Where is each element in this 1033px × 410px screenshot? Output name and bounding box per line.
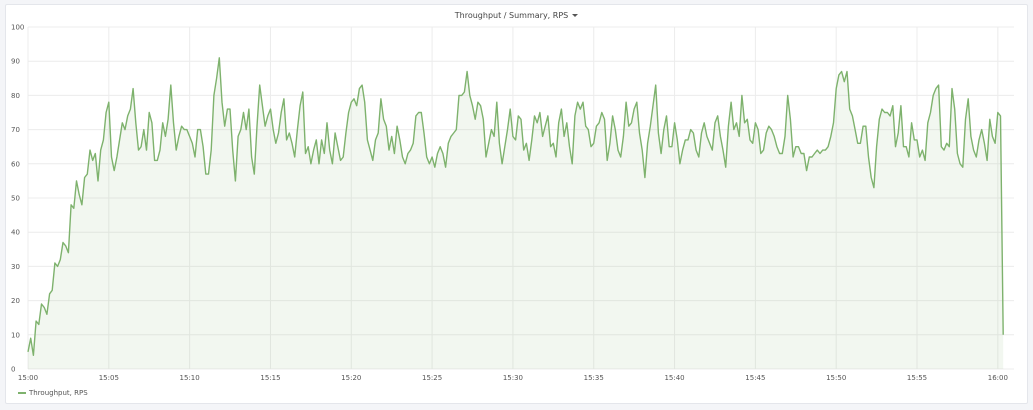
chevron-down-icon[interactable] bbox=[572, 14, 579, 17]
chart-panel: Throughput / Summary, RPS 0 10 20 30 40 50 60 7… bbox=[5, 4, 1028, 404]
x-tick-label: 15:35 bbox=[584, 374, 604, 382]
y-tick-label: 50 bbox=[11, 195, 20, 203]
x-tick-label: 15:05 bbox=[99, 374, 119, 382]
y-tick-label: 0 bbox=[11, 366, 15, 374]
y-tick-label: 90 bbox=[11, 58, 20, 66]
grid bbox=[27, 26, 1014, 370]
y-tick-label: 30 bbox=[11, 263, 20, 271]
y-tick-label: 40 bbox=[11, 229, 20, 237]
x-tick-label: 15:20 bbox=[341, 374, 361, 382]
x-tick-label: 15:50 bbox=[826, 374, 846, 382]
x-tick-label: 15:10 bbox=[180, 374, 200, 382]
x-tick-label: 15:40 bbox=[664, 374, 684, 382]
y-tick-label: 10 bbox=[11, 331, 20, 339]
y-tick-label: 100 bbox=[11, 24, 24, 32]
y-tick-label: 20 bbox=[11, 297, 20, 305]
y-tick-label: 80 bbox=[11, 92, 20, 100]
x-tick-label: 15:15 bbox=[260, 374, 280, 382]
x-axis: 15:00 15:05 15:10 15:15 15:20 15:25 15:30 15:35… bbox=[18, 374, 1008, 382]
legend: Throughput, RPS bbox=[18, 389, 88, 397]
panel-title: Throughput / Summary, RPS bbox=[454, 11, 569, 20]
x-tick-label: 16:00 bbox=[988, 374, 1008, 382]
x-tick-label: 15:45 bbox=[745, 374, 765, 382]
x-tick-label: 15:25 bbox=[422, 374, 442, 382]
legend-label[interactable]: Throughput, RPS bbox=[29, 389, 88, 397]
y-axis: 0 10 20 30 40 50 60 70 80 90 100 bbox=[11, 24, 24, 374]
panel-title-bar[interactable]: Throughput / Summary, RPS bbox=[6, 11, 1027, 21]
legend-swatch bbox=[18, 392, 26, 394]
y-tick-label: 70 bbox=[11, 126, 20, 134]
x-tick-label: 15:00 bbox=[18, 374, 38, 382]
x-tick-label: 15:30 bbox=[503, 374, 523, 382]
y-tick-label: 60 bbox=[11, 160, 20, 168]
x-tick-label: 15:55 bbox=[907, 374, 927, 382]
series-line bbox=[27, 57, 1004, 356]
series-area bbox=[28, 57, 1004, 370]
